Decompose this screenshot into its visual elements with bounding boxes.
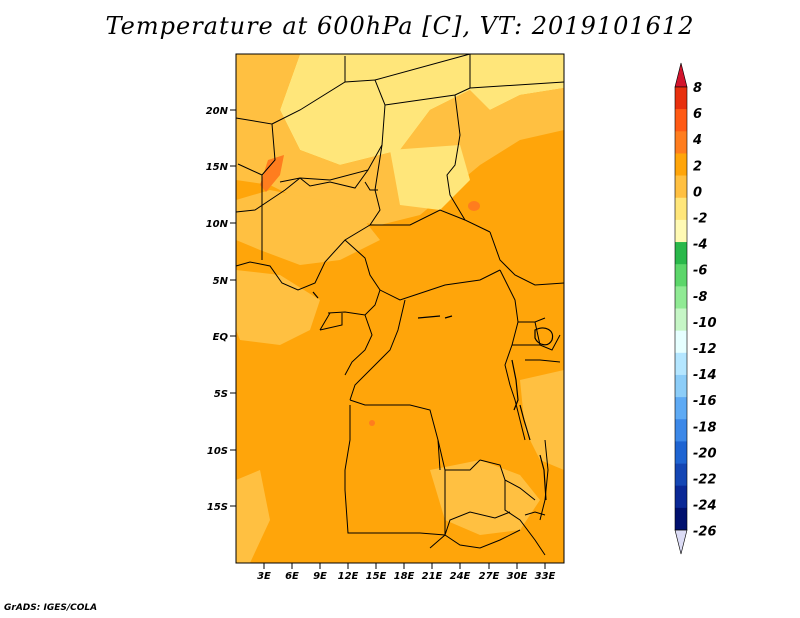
lon-label: 30E (507, 571, 528, 582)
colorbar-swatch (675, 219, 687, 243)
colorbar-label: -20 (693, 446, 717, 461)
temperature-field (236, 54, 564, 563)
colorbar-label: -10 (693, 316, 717, 331)
colorbar-label: -6 (693, 264, 707, 279)
latitude-axis: 20N 15N 10N 5N EQ 5S 10S 15S (206, 106, 236, 513)
colorbar-swatch (675, 330, 687, 354)
lat-label: 10S (207, 446, 228, 457)
colorbar-swatch (675, 242, 687, 265)
colorbar-label: -4 (693, 238, 707, 253)
lakes (312, 291, 554, 501)
colorbar-swatch (675, 507, 687, 531)
lat-label: 5N (213, 276, 229, 287)
colorbar-label: -8 (693, 290, 707, 305)
colorbar-swatch (675, 286, 687, 309)
colorbar-label: -16 (693, 394, 717, 409)
colorbar-label: -2 (693, 212, 707, 227)
lat-label: 15N (206, 162, 229, 173)
lat-label: 20N (206, 106, 229, 117)
colorbar-bottom-arrow (674, 529, 688, 555)
colorbar-swatch (675, 109, 687, 132)
lon-label: 15E (366, 571, 387, 582)
lat-label: 10N (206, 219, 229, 230)
lon-label: 12E (338, 571, 359, 582)
lon-label: 27E (479, 571, 500, 582)
longitude-axis: 3E 6E 9E 12E 15E 18E 21E 24E 27E 30E 33E (257, 563, 556, 582)
footer-credit: GrADS: IGES/COLA (4, 603, 98, 613)
colorbar: 8 6 4 2 0 -2 -4 -6 -8 -10 -12 -14 -16 -18 -20 -22 -24 -26 (674, 62, 717, 555)
colorbar-swatch (675, 175, 687, 199)
map-frame (235, 53, 565, 564)
lon-label: 6E (285, 571, 299, 582)
country-borders (235, 53, 565, 556)
colorbar-swatch (675, 87, 687, 110)
colorbar-label: -24 (693, 499, 717, 514)
colorbar-swatch (675, 441, 687, 464)
lon-label: 33E (535, 571, 556, 582)
colorbar-swatch (675, 374, 687, 398)
map-title: Temperature at 600hPa [C], VT: 201910161… (105, 12, 695, 40)
lon-label: 24E (450, 571, 471, 582)
colorbar-swatch (675, 197, 687, 221)
colorbar-swatch (675, 131, 687, 154)
colorbar-frame (674, 86, 688, 531)
lat-label: 5S (214, 389, 228, 400)
lon-label: 18E (394, 571, 415, 582)
colorbar-label: 6 (693, 107, 702, 122)
lon-label: 21E (422, 571, 443, 582)
colorbar-label: -22 (693, 473, 717, 488)
colorbar-swatch (675, 419, 687, 442)
colorbar-swatch (675, 485, 687, 509)
colorbar-label: 2 (693, 159, 702, 174)
lon-label: 9E (313, 571, 327, 582)
colorbar-swatch (675, 352, 687, 376)
colorbar-label: -26 (693, 525, 717, 540)
colorbar-label: -12 (693, 342, 717, 357)
colorbar-label: 4 (692, 133, 702, 148)
lat-label: 15S (207, 502, 228, 513)
colorbar-swatch (675, 153, 687, 176)
lat-label: EQ (213, 332, 229, 343)
colorbar-label: 0 (693, 185, 702, 200)
colorbar-swatch (675, 463, 687, 486)
colorbar-swatch (675, 397, 687, 420)
colorbar-swatch (675, 308, 687, 331)
colorbar-label: -14 (693, 368, 717, 383)
colorbar-label: 8 (693, 81, 702, 96)
lon-label: 3E (257, 571, 271, 582)
colorbar-top-arrow (674, 62, 688, 88)
colorbar-swatch (675, 264, 687, 287)
colorbar-label: -18 (693, 420, 717, 435)
